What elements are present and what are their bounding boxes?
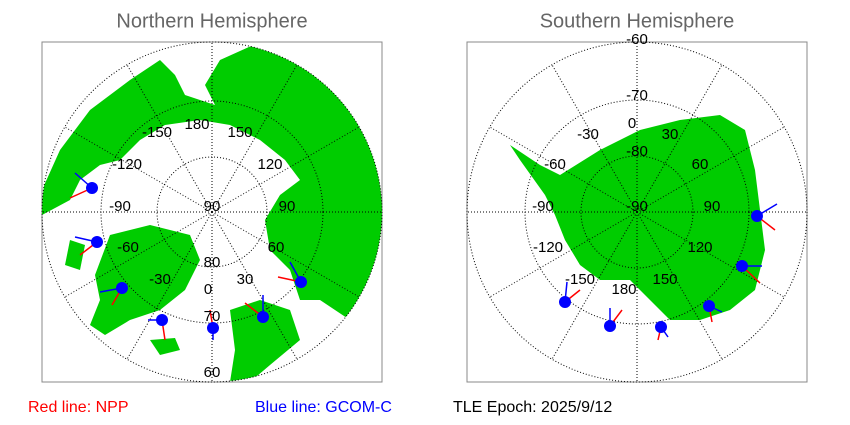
longitude-label: -30 bbox=[149, 271, 171, 288]
latitude-label: 70 bbox=[204, 308, 221, 325]
longitude-label: -120 bbox=[112, 156, 142, 173]
longitude-label: 60 bbox=[692, 156, 709, 173]
meridian bbox=[211, 211, 298, 360]
latitude-ring bbox=[41, 41, 383, 383]
longitude-label: -90 bbox=[109, 198, 131, 215]
longitude-label: 90 bbox=[704, 198, 721, 215]
meridian bbox=[636, 211, 723, 360]
longitude-label: -30 bbox=[577, 126, 599, 143]
latitude-ring bbox=[466, 41, 808, 383]
meridian bbox=[126, 64, 213, 213]
legend-epoch: TLE Epoch: 2025/9/12 bbox=[453, 399, 612, 416]
north-land bbox=[42, 42, 382, 382]
longitude-label: 0 bbox=[204, 281, 212, 298]
latitude-label: 60 bbox=[204, 364, 221, 381]
south-land bbox=[510, 115, 765, 320]
meridian bbox=[126, 211, 213, 360]
longitude-label: 60 bbox=[268, 239, 285, 256]
longitude-label: 30 bbox=[237, 271, 254, 288]
meridian bbox=[211, 211, 360, 298]
longitude-label: -120 bbox=[533, 239, 563, 256]
latitude-label: -60 bbox=[626, 31, 648, 48]
longitude-label: 120 bbox=[257, 156, 282, 173]
meridian bbox=[211, 64, 298, 213]
latitude-label: 80 bbox=[204, 254, 221, 271]
meridian bbox=[551, 64, 638, 213]
longitude-label: 0 bbox=[628, 115, 636, 132]
north-title: Northern Hemisphere bbox=[116, 10, 307, 32]
longitude-label: 90 bbox=[279, 198, 296, 215]
longitude-label: 180 bbox=[184, 116, 209, 133]
legend-gcom: Blue line: GCOM-C bbox=[255, 399, 392, 416]
latitude-label: -90 bbox=[626, 198, 648, 215]
latitude-ring bbox=[580, 155, 694, 269]
latitude-label: -80 bbox=[626, 143, 648, 160]
meridian bbox=[551, 211, 638, 360]
latitude-label: -70 bbox=[626, 87, 648, 104]
meridian bbox=[64, 211, 213, 298]
meridian bbox=[211, 126, 360, 213]
longitude-label: 30 bbox=[662, 126, 679, 143]
meridian bbox=[489, 126, 638, 213]
longitude-label: 180 bbox=[611, 281, 636, 298]
longitude-label: 150 bbox=[652, 271, 677, 288]
meridian bbox=[636, 126, 785, 213]
meridian bbox=[489, 211, 638, 298]
longitude-label: -150 bbox=[142, 124, 172, 141]
longitude-label: -60 bbox=[117, 239, 139, 256]
longitude-label: -150 bbox=[565, 271, 595, 288]
satellites bbox=[69, 172, 778, 341]
longitude-label: 120 bbox=[687, 239, 712, 256]
longitude-label: -90 bbox=[532, 198, 554, 215]
legend-npp: Red line: NPP bbox=[28, 399, 129, 416]
longitude-label: 150 bbox=[227, 124, 252, 141]
longitude-label: -60 bbox=[544, 156, 566, 173]
meridian bbox=[64, 126, 213, 213]
latitude-label: 90 bbox=[204, 198, 221, 215]
meridian bbox=[636, 64, 723, 213]
south-title: Southern Hemisphere bbox=[540, 10, 735, 32]
